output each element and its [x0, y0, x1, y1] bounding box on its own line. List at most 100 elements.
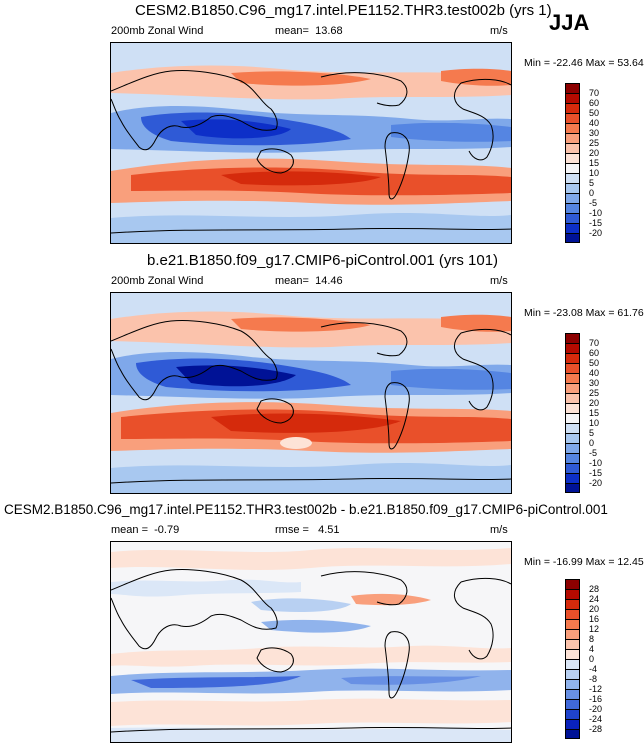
colorbar-swatch — [565, 413, 580, 423]
colorbar-tick-label: -16 — [589, 694, 603, 704]
colorbar-tick-label: 50 — [589, 358, 600, 368]
colorbar-frame — [565, 579, 580, 739]
colorbar-swatch — [565, 599, 580, 609]
panel1-map — [110, 42, 512, 244]
colorbar-swatch — [565, 223, 580, 233]
colorbar-swatch — [565, 173, 580, 183]
colorbar-tick-label: 70 — [589, 88, 600, 98]
colorbar-swatch — [565, 163, 580, 173]
panel3-mean-value: -0.79 — [154, 524, 180, 536]
colorbar-tick-label: 16 — [589, 614, 600, 624]
colorbar-swatch — [565, 719, 580, 729]
colorbar-tick-label: -15 — [589, 468, 603, 478]
panel2-atlantic-jet — [441, 314, 511, 332]
colorbar-tick-label: -10 — [589, 458, 603, 468]
colorbar-tick-label: 25 — [589, 138, 600, 148]
colorbar-swatch — [565, 699, 580, 709]
panel1-atlantic-jet — [441, 68, 511, 86]
colorbar-swatch — [565, 403, 580, 413]
panel3-units: m/s — [490, 524, 508, 536]
colorbar-tick-label: -15 — [589, 218, 603, 228]
panel1-northern-jet-core — [231, 71, 371, 86]
panel3-rmse-value: 4.51 — [318, 524, 340, 536]
colorbar-tick-label: 24 — [589, 594, 600, 604]
colorbar-swatch — [565, 729, 580, 739]
colorbar-tick-label: 20 — [589, 604, 600, 614]
colorbar-swatch — [565, 659, 580, 669]
colorbar-tick-label: 40 — [589, 118, 600, 128]
panel3-southern-negative-east — [341, 676, 481, 685]
colorbar-frame — [565, 83, 580, 243]
colorbar-tick-label: -20 — [589, 478, 603, 488]
colorbar-tick-label: 15 — [589, 408, 600, 418]
panel1-variable: 200mb Zonal Wind — [111, 25, 204, 37]
colorbar-tick-label: 5 — [589, 428, 595, 438]
panel3-rmse: rmse = 4.51 — [275, 524, 340, 536]
colorbar-swatch — [565, 649, 580, 659]
panel2-title: b.e21.B1850.f09_g17.CMIP6-piControl.001 … — [147, 252, 499, 269]
colorbar-swatch — [565, 153, 580, 163]
panel2-atlantic-easterlies — [391, 368, 511, 390]
panel3-map — [110, 541, 512, 743]
panel1-atlantic-easterlies — [391, 122, 511, 142]
colorbar-tick-label: 5 — [589, 178, 595, 188]
colorbar-tick-label: 10 — [589, 168, 600, 178]
panel2-southern-jet-max — [211, 413, 401, 433]
colorbar-tick-label: -12 — [589, 684, 603, 694]
panel1-mean-label: mean= — [275, 25, 309, 37]
panel3-southern-negative — [111, 668, 511, 694]
panel1-easterly-max — [181, 119, 291, 139]
colorbar-tick-label: 60 — [589, 348, 600, 358]
colorbar-swatch — [565, 123, 580, 133]
colorbar-tick-label: -24 — [589, 714, 603, 724]
panel2-minmax: Min = -23.08 Max = 61.76 — [524, 307, 644, 319]
colorbar-tick-label: 25 — [589, 388, 600, 398]
panel3-map-svg — [111, 542, 511, 742]
colorbar-tick-label: -10 — [589, 208, 603, 218]
panel2-jet-split — [280, 437, 312, 449]
panel1-mean-value: 13.68 — [315, 25, 343, 37]
panel2-northern-jet-core — [231, 317, 371, 332]
panel2-map-svg — [111, 293, 511, 493]
panel3-subtropic-positive — [351, 593, 431, 606]
colorbar-tick-label: 40 — [589, 368, 600, 378]
season-label: JJA — [549, 10, 590, 35]
colorbar-swatch — [565, 609, 580, 619]
colorbar-swatch — [565, 473, 580, 483]
colorbar-tick-label: 30 — [589, 378, 600, 388]
panel3-subtropic-negative — [251, 598, 351, 612]
colorbar-swatch — [565, 619, 580, 629]
colorbar-tick-label: 0 — [589, 438, 595, 448]
colorbar-tick-label: -28 — [589, 724, 603, 734]
colorbar-swatch — [565, 233, 580, 243]
colorbar-tick-label: 50 — [589, 108, 600, 118]
colorbar-swatch — [565, 93, 580, 103]
panel3-tropical-negative — [261, 619, 371, 633]
colorbar-tick-label: -20 — [589, 228, 603, 238]
colorbar-swatch — [565, 463, 580, 473]
colorbar-swatch — [565, 113, 580, 123]
colorbar-tick-label: 4 — [589, 644, 595, 654]
colorbar-tick-label: -5 — [589, 448, 598, 458]
colorbar-tick-label: 8 — [589, 634, 595, 644]
panel3-mean-label: mean = — [111, 524, 148, 536]
colorbar-swatch — [565, 453, 580, 463]
colorbar-tick-label: 70 — [589, 338, 600, 348]
panel3-north-positive — [111, 548, 511, 570]
colorbar-swatch — [565, 203, 580, 213]
colorbar-tick-label: 60 — [589, 98, 600, 108]
colorbar-swatch — [565, 393, 580, 403]
colorbar-tick-label: 10 — [589, 418, 600, 428]
colorbar-tick-label: 0 — [589, 654, 595, 664]
panel1-title: CESM2.B1850.C96_mg17.intel.PE1152.THR3.t… — [135, 2, 552, 19]
colorbar-swatch — [565, 639, 580, 649]
panel3-coastlines — [111, 569, 511, 733]
colorbar-swatch — [565, 353, 580, 363]
panel3-tropical-positive — [111, 645, 511, 667]
panel1-south-polar-band — [111, 213, 511, 243]
colorbar-tick-label: 20 — [589, 148, 600, 158]
colorbar-frame — [565, 333, 580, 493]
colorbar-swatch — [565, 443, 580, 453]
panel2-units: m/s — [490, 275, 508, 287]
colorbar-tick-label: 28 — [589, 584, 600, 594]
